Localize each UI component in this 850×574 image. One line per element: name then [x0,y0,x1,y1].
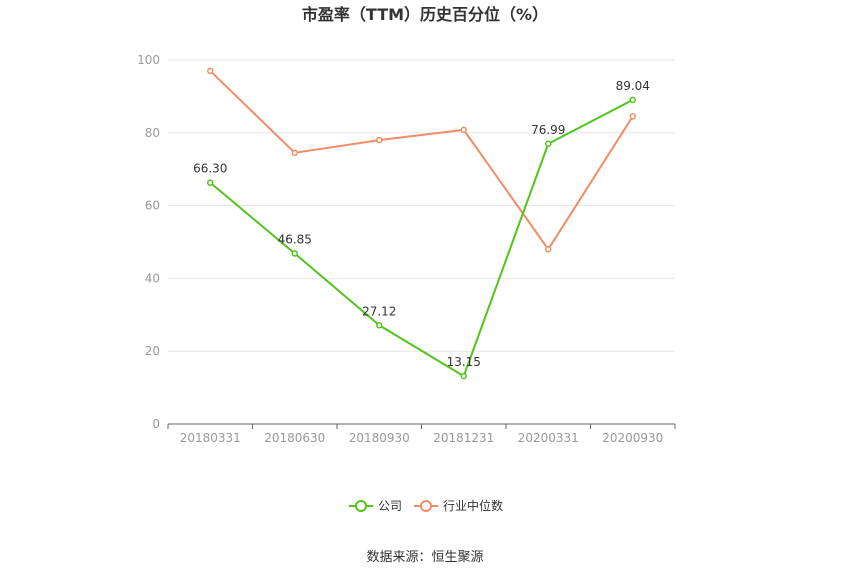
series-line-1 [209,70,634,251]
x-tick-label: 20180930 [349,431,410,445]
data-label: 76.99 [531,123,565,137]
legend-label: 行业中位数 [443,498,503,513]
data-point-series-1[interactable] [207,67,214,75]
x-tick-label: 20181231 [433,431,494,445]
data-source: 数据来源：恒生聚源 [366,550,483,565]
data-point-series-0[interactable] [460,372,467,380]
data-label: 27.12 [362,304,396,318]
x-tick-label: 20180630 [264,431,325,445]
data-point-series-0[interactable] [629,96,636,104]
data-point-series-0[interactable] [545,140,552,148]
y-tick-label: 100 [137,53,160,67]
legend-item-0[interactable]: 公司 [349,499,402,513]
data-label: 66.30 [193,162,227,176]
y-tick-label: 60 [145,199,160,213]
y-tick-label: 80 [145,126,160,140]
grid-lines [168,59,675,352]
series-line-0 [209,99,634,378]
x-tick-label: 20200331 [518,431,579,445]
axes: 0 20 40 60 80 100 20180331 20180630 20180930 2018… [137,53,676,445]
data-point-series-1[interactable] [291,149,298,157]
data-point-series-1[interactable] [629,113,636,120]
data-point-series-1[interactable] [376,136,383,144]
legend-label: 公司 [378,499,402,513]
data-label: 46.85 [278,232,312,246]
data-label: 89.04 [616,79,650,93]
legend-marker-icon [420,500,432,512]
data-point-series-1[interactable] [460,126,467,134]
data-labels: 66.30 46.85 27.12 13.15 76.99 89.04 [193,79,650,369]
y-tick-label: 0 [152,417,160,431]
y-tick-label: 40 [145,271,160,285]
x-tick-label: 20200930 [602,431,663,445]
data-point-series-0[interactable] [376,322,383,329]
data-label: 13.15 [447,355,481,369]
y-tick-label: 20 [145,344,160,358]
legend-item-1[interactable]: 行业中位数 [414,498,503,513]
legend-marker-icon [355,500,367,512]
legend[interactable]: 公司 行业中位数 [349,498,503,513]
chart-title: 市盈率（TTM）历史百分位（%） [302,5,548,24]
data-point-series-0[interactable] [207,179,214,186]
data-point-series-0[interactable] [291,250,298,257]
series-lines [207,67,636,380]
data-point-series-1[interactable] [545,246,552,253]
x-tick-label: 20180331 [180,431,241,445]
